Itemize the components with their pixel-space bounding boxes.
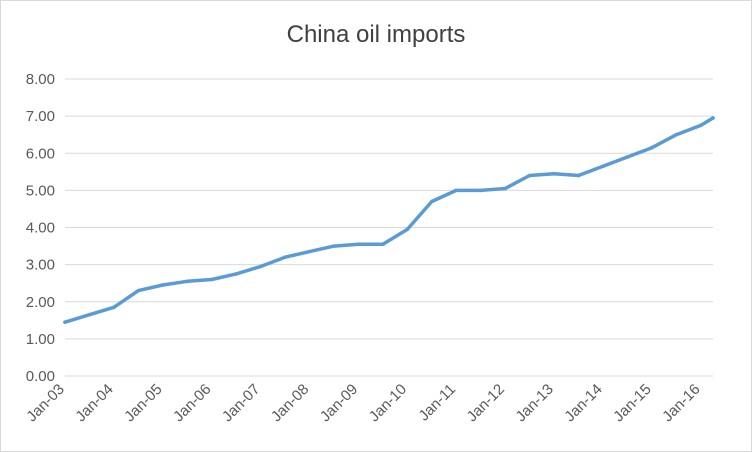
data-point (112, 305, 116, 310)
data-point (674, 132, 679, 137)
y-tick-label: 4.00 (26, 220, 55, 237)
data-point (185, 279, 190, 284)
x-tick-label: Jan-04 (72, 381, 116, 425)
data-point (63, 320, 67, 324)
y-tick-label: 0.00 (26, 368, 55, 385)
data-point (429, 199, 434, 204)
x-tick-label: Jan-12 (464, 381, 508, 425)
x-tick-label: Jan-07 (219, 381, 263, 425)
x-tick-label: Jan-09 (317, 381, 361, 425)
data-point (234, 272, 238, 276)
x-tick-label: Jan-15 (610, 381, 654, 425)
x-tick-label: Jan-05 (121, 381, 165, 425)
x-tick-label: Jan-16 (659, 381, 703, 425)
data-point (552, 171, 556, 176)
data-point (405, 227, 410, 232)
data-point (503, 186, 507, 191)
chart-title: China oil imports (286, 21, 466, 48)
x-tick-label: Jan-08 (268, 381, 312, 425)
data-point (356, 242, 361, 247)
x-tick-label: Jan-11 (415, 381, 459, 425)
y-tick-label: 8.00 (26, 71, 55, 88)
y-tick-label: 6.00 (26, 145, 55, 162)
x-tick-label: Jan-06 (170, 381, 214, 425)
data-point (87, 312, 92, 317)
data-point (332, 244, 336, 248)
y-tick-label: 2.00 (26, 294, 55, 311)
data-point (625, 155, 630, 159)
x-tick-label: Jan-10 (366, 381, 410, 425)
data-point (258, 264, 263, 269)
y-tick-label: 1.00 (26, 331, 55, 348)
y-tick-label: 7.00 (26, 108, 55, 125)
data-point (307, 249, 312, 254)
data-point (650, 145, 654, 150)
y-tick-label: 5.00 (26, 182, 55, 199)
data-point (576, 173, 581, 178)
y-tick-label: 3.00 (26, 257, 55, 274)
data-point (527, 173, 532, 178)
x-tick-label: Jan-03 (23, 381, 67, 425)
data-point (136, 288, 141, 293)
data-point (711, 116, 715, 120)
x-tick-label: Jan-14 (561, 381, 605, 425)
data-point (381, 242, 385, 247)
data-point (601, 164, 605, 169)
data-point (478, 188, 483, 193)
data-point (161, 283, 165, 287)
x-tick-label: Jan-13 (512, 381, 556, 425)
data-point (698, 123, 703, 128)
data-point (283, 255, 287, 259)
data-point (454, 188, 459, 193)
series-line (63, 116, 715, 324)
data-point (209, 277, 214, 282)
